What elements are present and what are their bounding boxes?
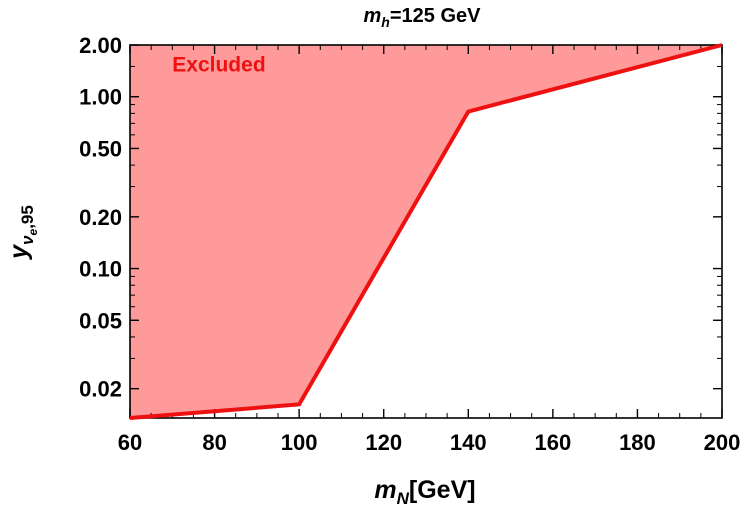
y-tick-label: 0.20: [79, 205, 122, 230]
limit-line: [129, 43, 723, 420]
x-tick-label: 200: [704, 430, 741, 455]
y-tick-label: 0.05: [79, 308, 122, 333]
x-axis-title: mN[GeV]: [374, 476, 475, 507]
y-tick-label: 2.00: [79, 33, 122, 58]
x-tick-label: 160: [534, 430, 571, 455]
y-axis-title: yνe,95: [5, 205, 40, 261]
y-tick-label: 0.02: [79, 377, 122, 402]
chart-title: mh=125 GeV: [364, 5, 482, 30]
x-tick-label: 100: [281, 430, 318, 455]
y-tick-label: 0.50: [79, 136, 122, 161]
plot-area: 60 80 100 120 140 160 180 200 0.02 0.05 0.10 0.20 0.…: [79, 33, 740, 455]
y-tick-label: 0.10: [79, 257, 122, 282]
x-tick-label: 180: [619, 430, 656, 455]
excluded-region: [130, 45, 722, 418]
x-tick-label: 60: [118, 430, 142, 455]
x-tick-label: 140: [450, 430, 487, 455]
x-tick-label: 120: [365, 430, 402, 455]
x-tick-label: 80: [202, 430, 226, 455]
excluded-label: Excluded: [172, 54, 265, 77]
y-tick-label: 1.00: [79, 85, 122, 110]
